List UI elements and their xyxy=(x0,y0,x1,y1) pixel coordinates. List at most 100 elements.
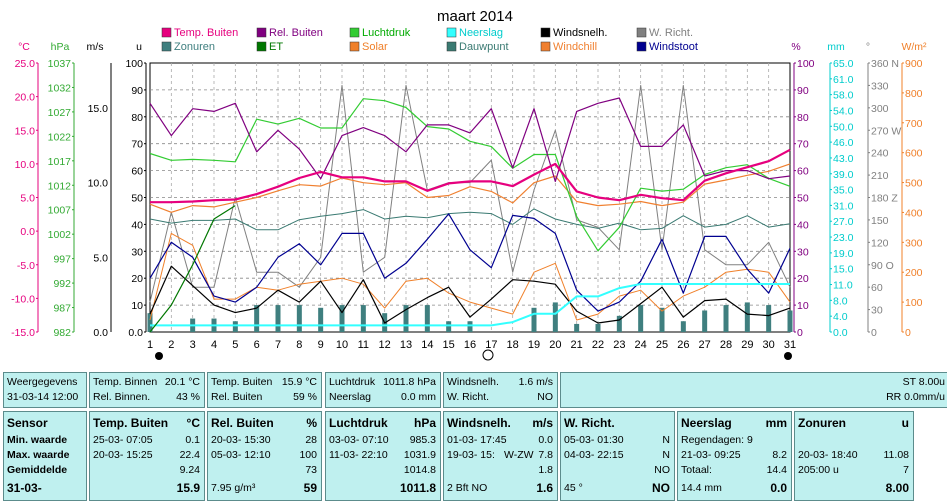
druk-unit: hPa xyxy=(413,416,436,430)
legend-swatch xyxy=(161,41,172,52)
axis-sun-tick: 90 xyxy=(131,85,143,97)
druk-min-time: 03-03- 07:10 xyxy=(329,434,389,446)
axis-solar-tick: 800 xyxy=(905,88,923,100)
day-label: 3 xyxy=(190,339,196,351)
axis-direction-tick: 180 Z xyxy=(871,193,898,205)
st-value: ST 8.00u xyxy=(902,376,945,388)
stats-neerslag: Neerslag mm Regendagen: 9 21-03- 09:25 8.2… xyxy=(677,411,792,501)
stats-rel: Rel. Buiten% 20-03- 15:30 28 05-03- 12:10… xyxy=(207,411,322,501)
axis-sun-unit: u xyxy=(136,41,142,53)
axis-sun: 100 90 80 70 60 50 40 30 20 10 0.0 u xyxy=(125,41,147,339)
axis-direction-tick: 240 xyxy=(871,148,889,160)
axis-rain-tick: 58.0 xyxy=(833,90,854,102)
stats-richt: W. Richt. 05-03- 01:30 N 04-03- 22:15 N NO… xyxy=(560,411,675,501)
axis-temp-tick: 5.0 xyxy=(20,193,35,205)
series-temp-buiten xyxy=(150,148,791,204)
legend-label: Dauwpunt xyxy=(459,41,509,53)
panel-temp-buiten: Temp. Buiten 15.9 °C Rel. Buiten 59 % xyxy=(207,372,322,408)
richt-degrees: 45 ° xyxy=(564,482,583,494)
wind-max: 7.8 xyxy=(538,449,553,461)
zonuren-bar xyxy=(147,313,153,332)
axis-sun-tick: 80 xyxy=(131,112,143,124)
axis-rain-tick: 4.0 xyxy=(833,311,848,323)
axis-rain-tick: 11.0 xyxy=(833,280,853,292)
max-label: Max. waarde xyxy=(7,449,70,461)
rel-max: 100 xyxy=(299,449,317,461)
axis-pressure-unit: hPa xyxy=(51,41,70,53)
legend-label: Solar xyxy=(362,41,388,53)
legend-label: ET xyxy=(269,41,283,53)
axis-humidity-tick: 10 xyxy=(797,300,809,312)
full-moon-icon xyxy=(482,349,494,361)
zonuren-bar xyxy=(296,305,302,332)
axis-humidity-tick: 50 xyxy=(797,193,809,205)
legend-label: Neerslag xyxy=(459,27,503,39)
axis-rain-tick: 61.0 xyxy=(833,74,854,86)
zonuren-bar xyxy=(254,305,260,332)
day-label: 4 xyxy=(211,339,217,351)
weergegevens-datetime: 31-03-14 12:00 xyxy=(7,391,79,403)
axis-rain-tick: 19.0 xyxy=(833,248,854,260)
stats-temp: Temp. Buiten °C 25-03- 07:05 0.1 20-03- 15… xyxy=(89,411,205,501)
day-label: 18 xyxy=(507,339,519,351)
axis-humidity-tick: 90 xyxy=(797,85,809,97)
zonuren-bar xyxy=(424,305,430,332)
wind-max-direction: W-ZW xyxy=(504,449,534,461)
temp-avg: 9.24 xyxy=(179,464,200,476)
axis-rain-tick: 65.0 xyxy=(833,58,854,70)
wind-max-time: 19-03- 15: xyxy=(447,449,495,461)
legend-label: Rel. Buiten xyxy=(269,27,323,39)
axis-sun-tick: 70 xyxy=(131,139,143,151)
legend-swatch xyxy=(540,41,551,52)
panel-wind: Windsnelh. 1.6 m/s W. Richt. NO xyxy=(443,372,558,408)
rel-min: 28 xyxy=(305,434,317,446)
day-label: 22 xyxy=(592,339,604,351)
zonuren-bar xyxy=(446,321,452,332)
temp-min: 0.1 xyxy=(185,434,200,446)
axis-rain: 65.0 61.0 58.0 54.0 50.0 46.0 43.0 39.0 35.0 31.0… xyxy=(827,41,853,339)
axis-humidity-tick: 60 xyxy=(797,166,809,178)
axis-solar-tick: 100 xyxy=(905,297,923,309)
axis-rain-tick: 15.0 xyxy=(833,264,854,276)
axis-direction-tick: 60 xyxy=(871,282,883,294)
zonuren-bar xyxy=(574,323,580,332)
day-label: 30 xyxy=(763,339,775,351)
axis-solar-tick: 700 xyxy=(905,118,923,130)
legend-swatch xyxy=(349,41,360,52)
druk-header: Luchtdruk xyxy=(329,416,388,430)
windsnelh-label: Windsnelh. xyxy=(447,376,499,388)
regendagen: Regendagen: 9 xyxy=(681,434,753,446)
stats-druk: Luchtdruk hPa 03-03- 07:10 985.3 11-03- 22… xyxy=(325,411,441,501)
series-windstoot xyxy=(149,213,791,312)
legend-label: Windsnelh. xyxy=(553,27,607,39)
axis-pressure-tick: 1027 xyxy=(48,107,72,119)
axis-humidity-tick: 20 xyxy=(797,273,809,285)
rel-buiten-label: Rel. Buiten xyxy=(211,391,263,403)
axis-temp-tick: 0.0 xyxy=(20,226,35,238)
zonuren-bar xyxy=(339,305,345,332)
weergegevens-label: Weergegevens xyxy=(7,376,78,388)
axis-rain-tick: 39.0 xyxy=(833,169,854,181)
zon-max: 11.08 xyxy=(883,449,910,461)
day-label: 23 xyxy=(613,339,625,351)
axes: 25.020.015.010.05.00.0-5.0-10.0-15.0°C10… xyxy=(11,41,927,361)
axis-rain-unit: mm xyxy=(827,41,845,53)
axis-wind-unit: m/s xyxy=(87,41,104,53)
zonuren-bar xyxy=(595,323,601,332)
axis-humidity-tick: 80 xyxy=(797,112,809,124)
legend-label: Windchill xyxy=(553,41,597,53)
day-label: 14 xyxy=(421,339,433,351)
druk-current: 1011.8 xyxy=(399,481,436,495)
axis-solar-tick: 900 xyxy=(905,58,923,70)
richt-min-time: 05-03- 01:30 xyxy=(564,434,624,446)
axis-wind-tick: 0.0 xyxy=(93,327,108,339)
zonuren-bar xyxy=(360,305,366,332)
axis-humidity-tick: 100 xyxy=(797,58,815,70)
axis-sun-tick: 30 xyxy=(131,246,143,258)
axis-wind-tick: 10.0 xyxy=(88,178,109,190)
axis-pressure-tick: 992 xyxy=(53,278,71,290)
axis-solar: 900 800 700 600 500 400 300 200 100 0 W/m² xyxy=(901,41,927,339)
stats-zon: Zonuren u 20-03- 18:40 11.08 205:00 u 7 8.0… xyxy=(794,411,914,501)
zonuren-bar xyxy=(638,305,644,332)
